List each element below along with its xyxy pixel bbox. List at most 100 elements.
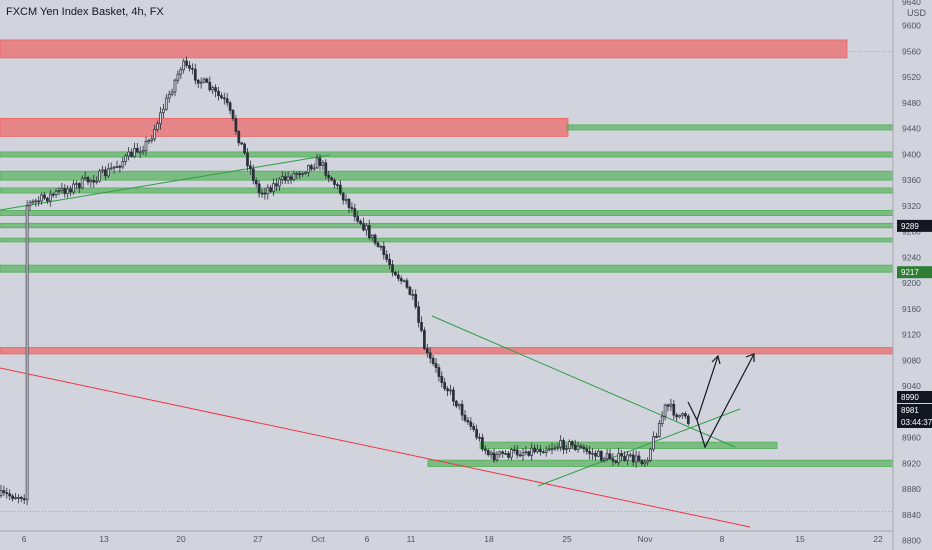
candle-body (246, 152, 249, 167)
candle-body (156, 123, 159, 130)
candle-body (330, 177, 333, 181)
candle-body (663, 404, 667, 417)
candle-body (388, 259, 391, 265)
candle-body (504, 453, 507, 455)
x-tick-label: 8 (720, 534, 725, 544)
candle-body (481, 437, 484, 450)
candle-body (431, 357, 435, 364)
candle-body (478, 437, 481, 439)
candle-body (512, 449, 516, 451)
candle-body (333, 179, 336, 185)
candle-body (594, 452, 597, 457)
candle-body (669, 403, 673, 407)
candle-body (153, 129, 157, 140)
candle-body (591, 452, 594, 455)
long-term-trendline (0, 367, 751, 528)
candle-body (211, 87, 215, 91)
candle-body (498, 451, 502, 455)
candle-body (495, 453, 499, 461)
candle-body (623, 455, 626, 462)
y-tick-label: 9360 (902, 175, 921, 185)
candle-body (19, 497, 23, 499)
candle-body (37, 200, 41, 203)
candle-body (295, 173, 299, 176)
resistance-zone (0, 118, 569, 137)
price-tag (897, 219, 932, 232)
x-tick-label: 22 (873, 534, 883, 544)
candle-body (234, 118, 238, 132)
candle-body (283, 176, 287, 181)
candle-body (193, 68, 197, 81)
candle-body (547, 448, 551, 451)
candle-body (559, 440, 563, 448)
candle-body (60, 188, 64, 191)
candle-body (298, 173, 302, 176)
candle-body (327, 174, 331, 179)
candle-body (637, 455, 641, 462)
candle-body (573, 444, 577, 451)
currency-label: USD (906, 8, 926, 18)
candle-body (86, 177, 90, 183)
candle-body (54, 190, 58, 196)
chart-title[interactable]: FXCM Yen Index Basket, 4h, FX (6, 6, 164, 18)
candle-body (0, 490, 3, 496)
candle-body (315, 157, 319, 169)
candle-body (396, 274, 400, 279)
candle-body (43, 194, 46, 199)
candle-body (657, 423, 661, 437)
candle-body (83, 177, 87, 180)
projection-path-2 (696, 353, 755, 449)
candle-body (196, 79, 200, 84)
price-tag (897, 391, 932, 403)
support-zone (479, 441, 778, 449)
candle-body (251, 168, 255, 181)
x-tick-label: 6 (22, 534, 27, 544)
y-tick-label: 9520 (902, 72, 921, 82)
candle-body (130, 151, 133, 157)
candle-body (562, 440, 565, 450)
candle-body (272, 183, 275, 192)
candle-body (301, 173, 304, 175)
y-tick-label: 8960 (902, 433, 921, 443)
candle-body (365, 225, 368, 231)
candle-body (666, 404, 670, 407)
candle-body (524, 451, 528, 454)
candle-body (684, 413, 687, 417)
candle-body (341, 192, 345, 201)
candle-body (167, 93, 171, 99)
candle-body (414, 293, 418, 308)
candle-body (176, 73, 180, 81)
candle-body (620, 453, 623, 457)
candle-body (217, 90, 220, 96)
y-tick-label: 9040 (902, 381, 921, 391)
candle-body (469, 421, 473, 427)
candle-body (568, 441, 571, 450)
candle-body (385, 254, 389, 260)
candle-body (138, 151, 142, 154)
candle-body (150, 138, 154, 141)
candle-body (214, 87, 217, 92)
y-tick-label: 8840 (902, 510, 921, 520)
candle-body (292, 173, 296, 180)
candle-body (350, 207, 354, 210)
candle-body (95, 180, 99, 183)
candle-body (191, 67, 194, 70)
candle-body (643, 461, 647, 465)
support-zone (0, 264, 894, 273)
candle-body (466, 419, 470, 423)
x-tick-label: 25 (562, 534, 572, 544)
candle-body (507, 453, 510, 458)
candle-body (382, 245, 386, 256)
candle-body (359, 220, 362, 224)
candle-body (106, 168, 110, 177)
candle-body (576, 445, 580, 451)
candle-body (367, 225, 371, 239)
candle-body (370, 234, 374, 239)
candle-body (533, 447, 536, 453)
candle-body (553, 447, 557, 450)
candle-body (686, 415, 690, 424)
candle-body (185, 60, 188, 66)
candle-body (260, 192, 264, 195)
